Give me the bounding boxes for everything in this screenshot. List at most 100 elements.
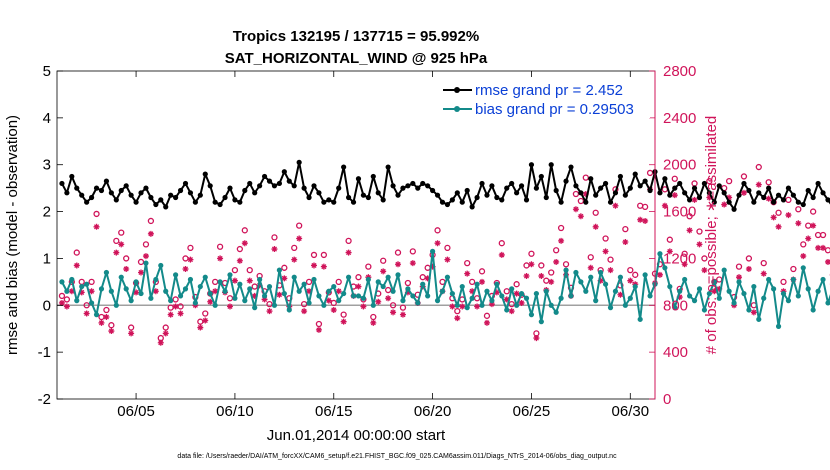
chart-title: Tropics 132195 / 137715 = 95.992% [233, 28, 479, 45]
bias-point [612, 288, 619, 294]
bias-point [286, 307, 292, 313]
bias-point [741, 290, 747, 297]
bias-point [425, 293, 431, 299]
obs-possible-point [632, 271, 639, 278]
rmse-point [578, 190, 584, 196]
obs-assimilated-point [409, 260, 416, 267]
bias-point [415, 300, 421, 306]
bias-point [489, 298, 495, 304]
bias-point [677, 288, 683, 294]
rmse-point [281, 169, 287, 175]
rmse-point [627, 185, 633, 191]
rmse-point [247, 180, 253, 187]
obs-assimilated-point [523, 273, 530, 279]
obs-possible-point [513, 281, 520, 288]
rmse-point [385, 164, 391, 170]
obs-possible-point [434, 227, 441, 234]
obs-assimilated-point [691, 196, 698, 203]
obs-assimilated-point [726, 194, 733, 201]
obs-possible-point [795, 206, 802, 213]
bias-point [365, 276, 371, 283]
y-left-tick-label: 3 [43, 157, 51, 174]
rmse-point [69, 173, 75, 180]
obs-possible-point [454, 307, 461, 315]
rmse-point [242, 187, 248, 194]
y-axis-right-label: # of obs: o=possible; ∗=assimilated [703, 116, 720, 355]
bias-point [588, 274, 594, 280]
bias-point [64, 288, 70, 294]
bias-point [242, 298, 248, 304]
rmse-point [563, 178, 569, 184]
obs-assimilated-point [152, 288, 159, 295]
bias-point [523, 295, 530, 301]
x-tick-label: 06/25 [513, 403, 551, 420]
obs-possible-point [735, 263, 743, 270]
rmse-point [271, 183, 278, 189]
obs-assimilated-point [681, 261, 688, 268]
rmse-point [568, 164, 574, 170]
bias-point [667, 283, 673, 290]
rmse-point [301, 185, 307, 191]
obs-possible-point [409, 248, 416, 255]
rmse-point [741, 180, 747, 187]
bias-point [795, 293, 801, 299]
bias-point [202, 274, 208, 280]
rmse-point [672, 185, 678, 191]
obs-assimilated-point [750, 309, 757, 316]
obs-possible-point [291, 244, 298, 252]
rmse-point [360, 192, 367, 198]
obs-possible-point [666, 236, 673, 243]
rmse-point [499, 197, 505, 203]
obs-possible-point [572, 190, 580, 198]
bias-point [207, 290, 213, 297]
obs-possible-point [622, 225, 629, 233]
obs-assimilated-point [582, 191, 589, 197]
rmse-point [469, 204, 475, 210]
obs-possible-point [478, 268, 486, 275]
obs-assimilated-point [103, 314, 110, 320]
obs-possible-point [444, 244, 451, 252]
rmse-point [182, 180, 189, 187]
obs-possible-point [251, 283, 258, 290]
obs-assimilated-point [256, 282, 263, 289]
obs-possible-point [123, 255, 130, 262]
bias-point [69, 276, 75, 283]
obs-assimilated-point [162, 330, 169, 337]
bias-point [59, 279, 65, 285]
bias-point [410, 293, 416, 299]
obs-assimilated-point [315, 326, 322, 333]
bias-point [103, 269, 110, 276]
obs-assimilated-point [177, 310, 184, 317]
obs-assimilated-point [736, 274, 743, 281]
bias-point [390, 288, 396, 294]
obs-possible-point [315, 320, 323, 328]
rmse-point [504, 185, 510, 191]
bias-point [434, 298, 441, 304]
obs-possible-point [582, 174, 589, 181]
rmse-point [602, 180, 609, 187]
bias-point [108, 288, 114, 294]
rmse-point [261, 173, 268, 180]
rmse-point [598, 185, 604, 191]
obs-assimilated-point [572, 206, 579, 213]
x-tick-label: 06/10 [216, 403, 254, 420]
bias-point [187, 276, 194, 283]
x-tick-label: 06/15 [315, 403, 353, 420]
bias-point [474, 281, 480, 287]
bias-point [153, 276, 159, 283]
obs-possible-point [340, 311, 347, 318]
bias-point [731, 300, 737, 306]
obs-assimilated-point [301, 308, 308, 315]
rmse-point [810, 194, 816, 201]
bias-point [494, 281, 500, 287]
obs-possible-point [236, 245, 244, 253]
obs-assimilated-point [488, 301, 495, 308]
bias-point [756, 316, 762, 322]
bias-point [518, 290, 525, 297]
obs-assimilated-point [824, 258, 830, 265]
obs-assimilated-point [108, 328, 115, 335]
obs-assimilated-point [73, 262, 80, 269]
rmse-point [459, 199, 465, 205]
rmse-point [484, 192, 490, 198]
bias-point [217, 279, 223, 285]
